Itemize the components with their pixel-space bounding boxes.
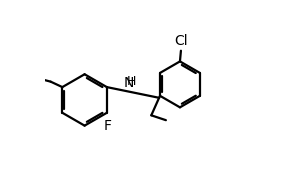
Text: H: H <box>126 75 136 88</box>
Text: N: N <box>123 76 134 90</box>
Text: Cl: Cl <box>174 34 188 48</box>
Text: F: F <box>104 119 112 133</box>
